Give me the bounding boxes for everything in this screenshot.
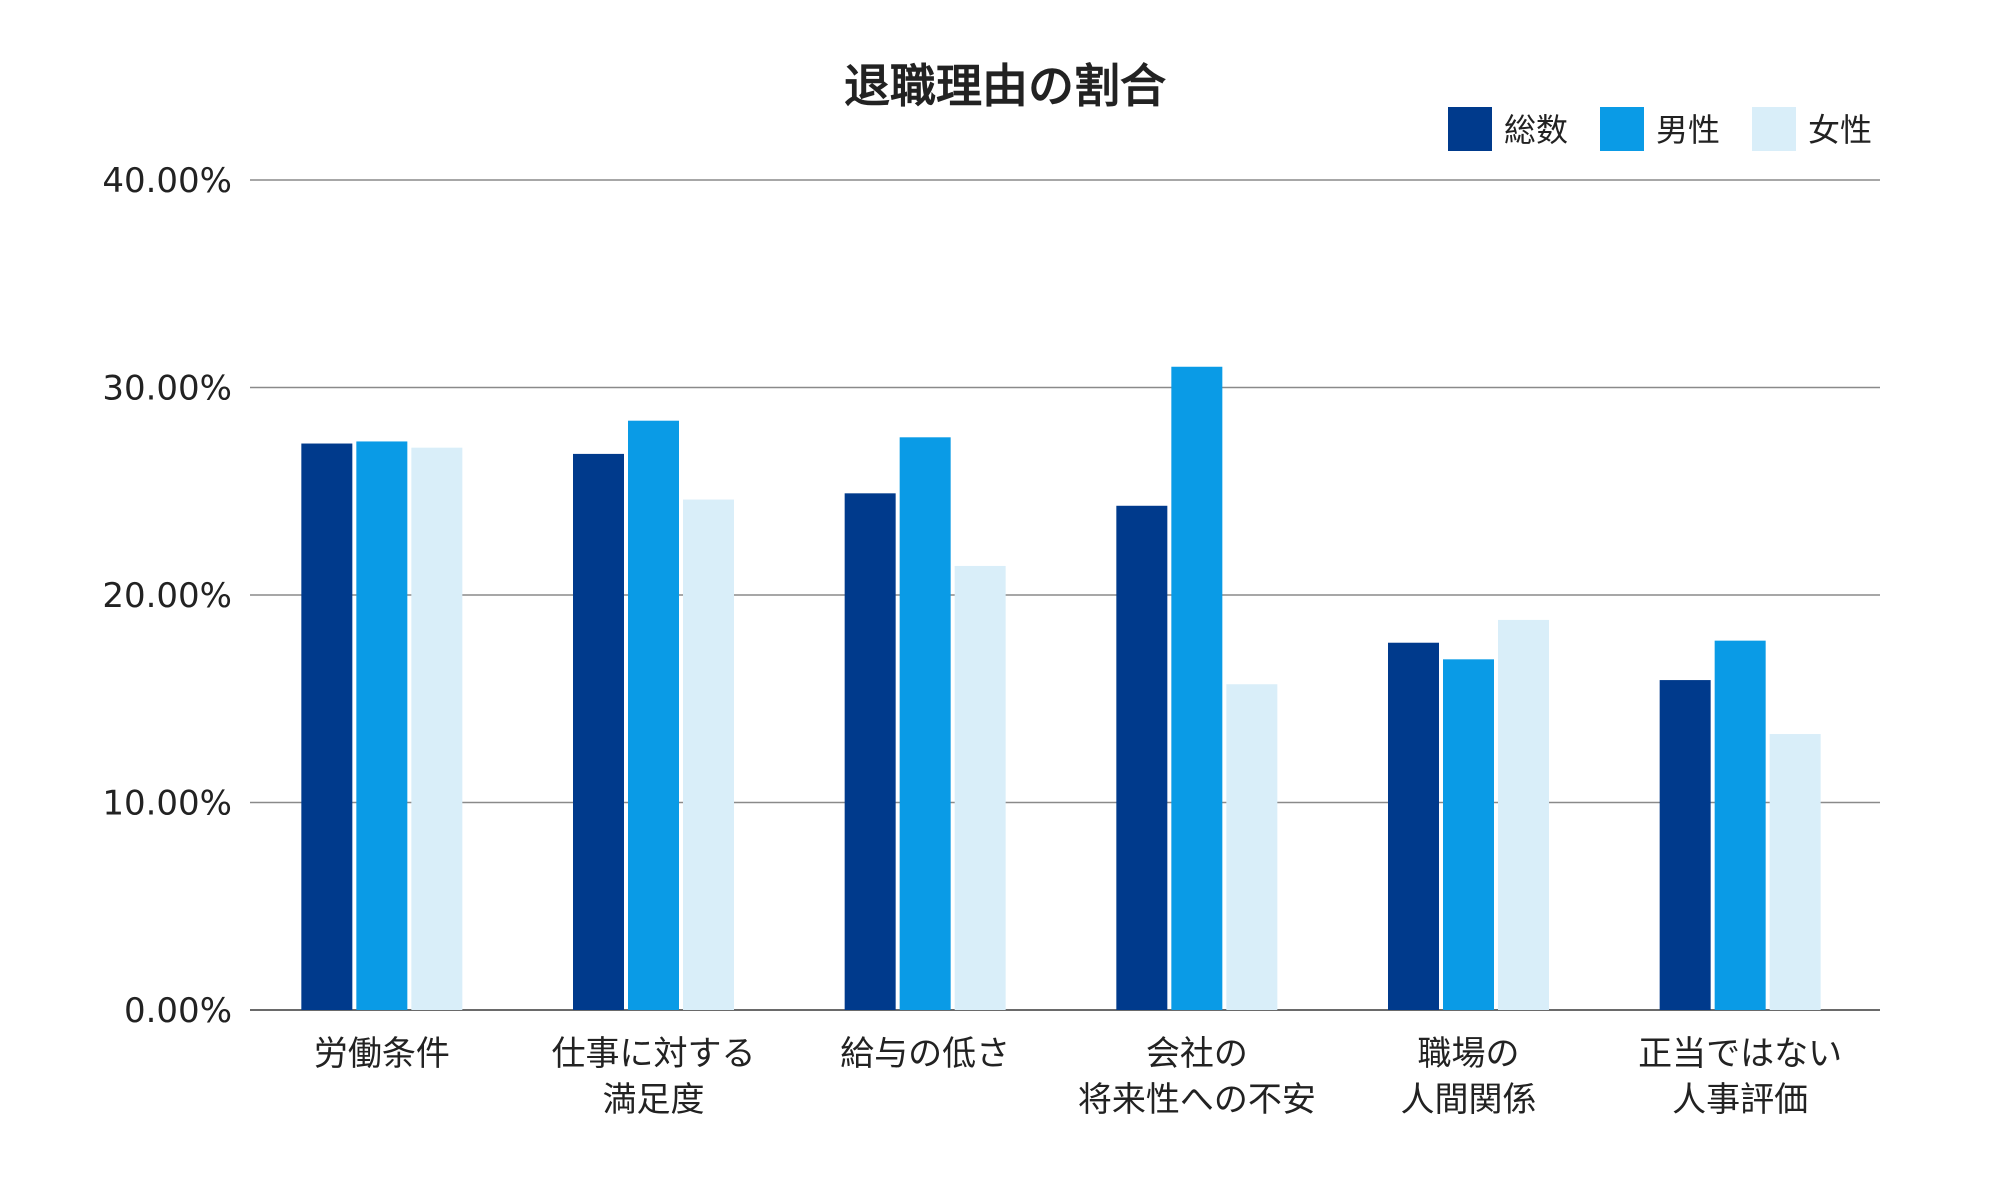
y-tick-label: 30.00% [102,369,232,409]
bars [301,366,1821,1010]
legend-label: 総数 [1504,111,1568,149]
bar [1498,619,1549,1010]
bar [1388,642,1439,1010]
y-tick-label: 20.00% [102,576,232,616]
x-category-label: 正当ではない人事評価 [1638,1034,1842,1120]
bar [1226,684,1278,1010]
x-category-label: 会社の将来性への不安 [1078,1034,1316,1120]
bar [301,443,353,1010]
bar [356,441,408,1010]
bar [573,453,624,1010]
bar [1116,505,1168,1010]
bar [1659,680,1711,1010]
bar [411,447,463,1010]
chart-title: 退職理由の割合 [844,59,1166,113]
y-axis-ticks: 0.00% 10.00% 20.00% 30.00% 40.00% [102,161,232,1031]
legend: 総数 男性 女性 [1448,107,1872,151]
legend-swatch [1448,107,1492,151]
bar [899,437,951,1010]
legend-swatch [1752,107,1796,151]
y-tick-label: 40.00% [102,161,232,201]
bar [628,420,679,1010]
y-tick-label: 10.00% [102,784,232,824]
bar [1769,734,1821,1010]
bar [1443,659,1494,1010]
bar [1714,640,1766,1010]
bar [683,499,734,1010]
bar [954,565,1006,1010]
gridlines [250,179,1880,1011]
x-category-label: 仕事に対する満足度 [552,1034,756,1120]
x-category-label: 労働条件 [314,1034,450,1074]
legend-label: 男性 [1656,111,1720,149]
legend-label: 女性 [1808,111,1872,149]
x-category-label: 職場の人間関係 [1401,1034,1537,1120]
bar [1171,366,1223,1010]
y-tick-label: 0.00% [124,991,232,1031]
bar [844,493,896,1010]
x-category-label: 給与の低さ [840,1034,1010,1074]
legend-swatch [1600,107,1644,151]
